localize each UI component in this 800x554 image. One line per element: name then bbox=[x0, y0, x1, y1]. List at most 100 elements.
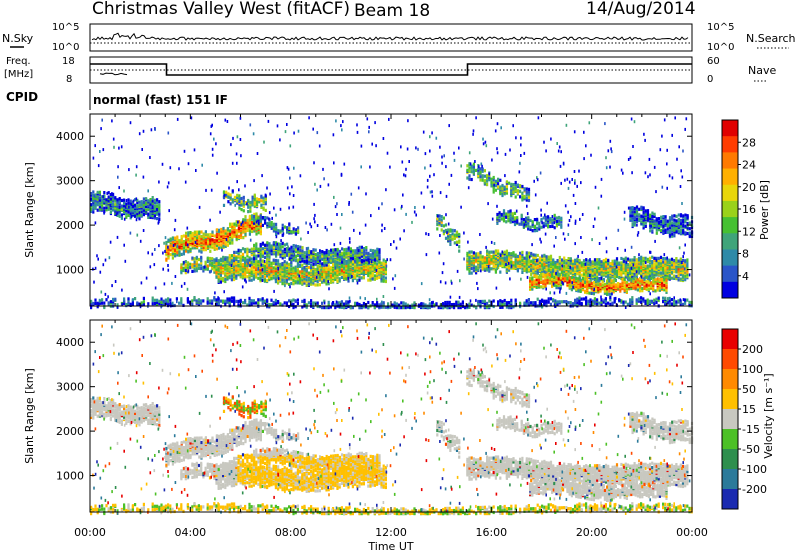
power-cell bbox=[652, 279, 655, 283]
power-cell bbox=[673, 226, 676, 230]
power-cell bbox=[631, 216, 634, 220]
power-cell bbox=[246, 275, 249, 279]
power-cell bbox=[671, 232, 674, 236]
power-cell bbox=[533, 218, 536, 222]
power-cell bbox=[193, 257, 196, 261]
power-cell bbox=[649, 221, 652, 225]
power-cell bbox=[458, 232, 461, 237]
power-cell bbox=[343, 251, 346, 255]
power-cell bbox=[255, 232, 258, 236]
power-cell bbox=[244, 232, 247, 237]
power-cell bbox=[566, 273, 569, 278]
power-cell bbox=[607, 258, 610, 262]
power-cell bbox=[633, 256, 636, 260]
power-cell bbox=[622, 263, 625, 267]
power-cell bbox=[633, 261, 636, 265]
power-cell bbox=[316, 279, 319, 284]
power-cell bbox=[534, 264, 537, 268]
power-cell bbox=[283, 273, 286, 277]
power-cell bbox=[240, 203, 243, 207]
power-cell bbox=[592, 284, 595, 288]
power-cell bbox=[240, 233, 243, 237]
power-cell bbox=[239, 249, 242, 253]
power-cell bbox=[153, 204, 156, 208]
power-cell bbox=[257, 272, 260, 276]
power-cell bbox=[494, 188, 497, 192]
power-cell bbox=[501, 256, 504, 260]
power-cell bbox=[684, 274, 687, 278]
power-cell bbox=[516, 189, 519, 193]
power-cell bbox=[629, 270, 632, 274]
power-cell bbox=[228, 266, 231, 270]
power-cell bbox=[642, 256, 645, 260]
power-cell bbox=[233, 195, 237, 199]
power-cell bbox=[226, 243, 229, 247]
power-cell bbox=[224, 240, 227, 244]
power-cell bbox=[290, 276, 293, 280]
power-cell bbox=[626, 263, 630, 267]
power-cell bbox=[149, 200, 152, 204]
power-cell bbox=[369, 253, 372, 257]
power-cell bbox=[272, 222, 275, 226]
power-cell bbox=[275, 251, 278, 255]
power-cell bbox=[288, 262, 291, 266]
power-cell bbox=[202, 269, 205, 273]
power-cell bbox=[174, 236, 177, 240]
power-cell bbox=[560, 220, 563, 224]
power-cell bbox=[570, 275, 573, 279]
power-cell bbox=[543, 258, 546, 262]
power-cell bbox=[494, 184, 497, 188]
power-cell bbox=[547, 267, 550, 271]
power-cell bbox=[174, 252, 177, 256]
power-cell bbox=[323, 251, 326, 255]
power-cell bbox=[281, 249, 284, 253]
power-cell bbox=[307, 273, 310, 277]
power-cell bbox=[479, 250, 482, 255]
power-cell bbox=[635, 217, 639, 221]
power-cell bbox=[648, 258, 652, 263]
power-cell bbox=[351, 275, 354, 279]
power-cell bbox=[307, 266, 310, 270]
power-cell bbox=[371, 251, 374, 255]
power-cell bbox=[635, 262, 638, 266]
power-cell bbox=[614, 278, 617, 283]
power-cell bbox=[488, 175, 491, 179]
power-cell bbox=[275, 222, 278, 226]
power-cell bbox=[213, 268, 216, 272]
power-cell bbox=[92, 196, 95, 200]
power-cell bbox=[248, 214, 251, 218]
freq-trace bbox=[90, 63, 692, 76]
power-cell bbox=[235, 259, 238, 264]
power-cell bbox=[656, 281, 659, 285]
power-cell bbox=[365, 270, 368, 274]
power-cell bbox=[149, 215, 152, 219]
power-cell bbox=[255, 256, 258, 260]
power-cell bbox=[646, 216, 650, 221]
power-cell bbox=[542, 221, 545, 225]
power-cell bbox=[649, 213, 652, 217]
power-cell bbox=[538, 256, 542, 260]
power-cell bbox=[588, 280, 591, 284]
power-cell bbox=[238, 203, 241, 207]
power-cell bbox=[169, 253, 172, 257]
power-cell bbox=[590, 288, 593, 292]
power-cell bbox=[544, 276, 547, 280]
power-cell bbox=[186, 265, 190, 269]
power-cell bbox=[332, 275, 335, 280]
power-cell bbox=[308, 262, 311, 266]
power-cell bbox=[549, 257, 553, 261]
power-cell bbox=[505, 180, 508, 184]
power-cell bbox=[274, 280, 277, 284]
power-cell bbox=[512, 187, 515, 191]
power-cell bbox=[116, 208, 119, 212]
power-cell bbox=[235, 236, 238, 241]
power-cell bbox=[659, 275, 663, 279]
power-cell bbox=[292, 258, 295, 262]
power-cell bbox=[90, 203, 93, 207]
power-cell bbox=[332, 263, 335, 267]
power-cell bbox=[94, 193, 97, 197]
power-cell bbox=[531, 279, 534, 283]
power-cell bbox=[94, 196, 97, 200]
power-cell bbox=[217, 259, 220, 263]
